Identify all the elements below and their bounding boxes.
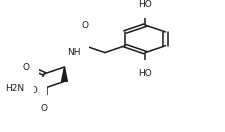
Text: NH: NH [67, 48, 80, 57]
Polygon shape [62, 67, 67, 81]
Text: HO: HO [138, 1, 152, 10]
Text: O: O [41, 104, 48, 113]
Text: HO: HO [138, 69, 152, 78]
Text: O: O [23, 63, 30, 72]
Text: H2N: H2N [5, 84, 25, 93]
Text: HO: HO [24, 86, 38, 95]
Text: O: O [81, 21, 88, 30]
